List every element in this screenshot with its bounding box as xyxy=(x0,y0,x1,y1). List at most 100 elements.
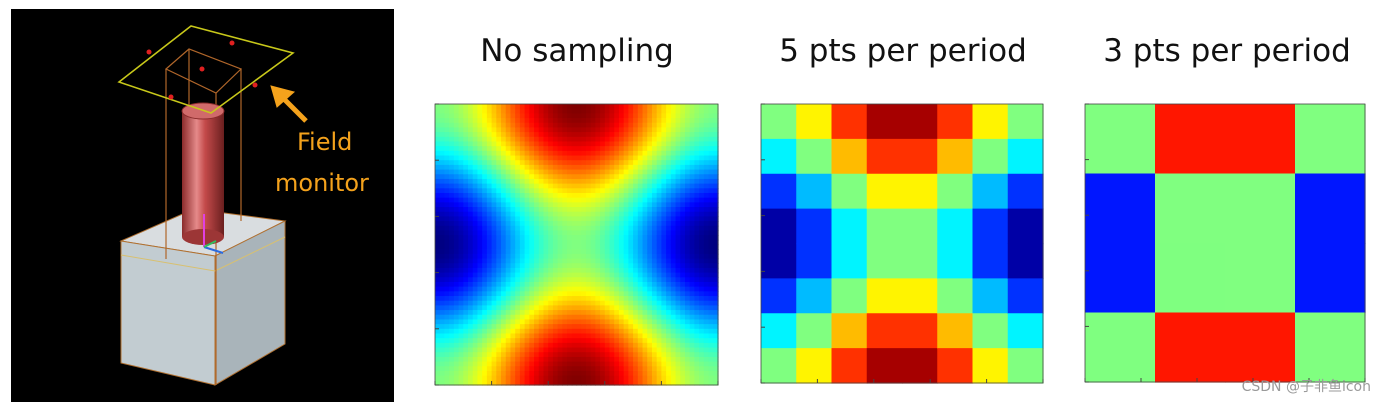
heatmap-cell xyxy=(519,300,526,306)
heatmap-cell xyxy=(604,319,611,325)
heatmap-cell xyxy=(684,235,691,241)
heatmap-cell xyxy=(585,211,592,217)
heatmap-cell xyxy=(571,146,578,152)
heatmap-cell xyxy=(458,178,464,185)
heatmap-cell xyxy=(439,370,446,377)
heatmap-cell xyxy=(680,221,686,227)
heatmap-cell xyxy=(647,338,653,344)
heatmap-cell xyxy=(680,314,686,321)
heatmap-cell xyxy=(435,160,441,166)
heatmap-cell xyxy=(623,352,629,358)
heatmap-cell xyxy=(482,342,488,349)
heatmap-cell xyxy=(482,174,488,180)
heatmap-cell xyxy=(703,380,710,386)
heatmap-cell xyxy=(581,291,587,297)
heatmap-cell xyxy=(633,164,639,171)
heatmap-cell xyxy=(463,314,469,321)
heatmap-cell xyxy=(604,314,611,321)
heatmap-cell xyxy=(661,202,667,208)
heatmap-cell xyxy=(595,286,601,292)
heatmap-cell xyxy=(670,216,677,222)
heatmap-cell xyxy=(538,207,545,213)
heatmap-cell xyxy=(699,333,705,339)
heatmap-cell xyxy=(543,291,549,297)
heatmap-cell xyxy=(713,202,719,208)
heatmap-cell xyxy=(633,310,639,316)
heatmap-cell xyxy=(458,141,464,147)
heatmap-cell xyxy=(538,356,545,363)
heatmap-cell xyxy=(449,160,455,166)
heatmap-cell xyxy=(543,296,549,302)
heatmap-cell xyxy=(618,310,625,316)
heatmap-cell xyxy=(684,328,691,335)
heatmap-cell xyxy=(576,310,582,316)
heatmap-cell xyxy=(505,319,512,325)
heatmap-cell xyxy=(439,221,446,227)
heatmap-cell xyxy=(689,352,696,358)
heatmap-cell xyxy=(694,338,700,344)
heatmap-cell xyxy=(689,281,696,288)
heatmap-cell xyxy=(666,136,672,143)
heatmap-cell xyxy=(637,272,644,278)
heatmap-cell xyxy=(491,263,497,269)
heatmap-cell xyxy=(486,160,493,166)
heatmap-cell xyxy=(708,188,714,194)
heatmap-cell xyxy=(534,300,540,306)
heatmap-cell xyxy=(604,122,611,129)
heatmap-cell xyxy=(567,164,573,171)
heatmap-cell xyxy=(439,380,446,386)
heatmap-cell xyxy=(703,164,710,171)
heatmap-cell xyxy=(486,286,493,292)
heatmap-cell xyxy=(501,338,507,344)
heatmap-cell xyxy=(651,263,658,269)
heatmap-cell xyxy=(458,286,464,292)
heatmap-cell xyxy=(670,132,677,138)
heatmap-cell xyxy=(661,253,667,260)
heatmap-cell xyxy=(567,146,573,152)
heatmap-cell xyxy=(661,188,667,194)
heatmap-cell xyxy=(614,169,620,175)
heatmap-cell xyxy=(496,253,502,260)
heatmap-cell xyxy=(708,211,714,217)
heatmap-cell xyxy=(524,155,530,161)
heatmap-cell xyxy=(439,132,446,138)
heatmap-cell xyxy=(486,122,493,129)
heatmap-cell xyxy=(684,305,691,311)
heatmap-cell xyxy=(689,118,696,124)
heatmap-cell xyxy=(519,324,526,330)
heatmap-cell xyxy=(444,380,450,386)
heatmap-cell xyxy=(472,160,479,166)
heatmap-cell xyxy=(510,207,516,213)
heatmap-cell xyxy=(902,138,938,175)
heatmap-cell xyxy=(510,253,516,260)
heatmap-cell xyxy=(538,258,545,264)
heatmap-cell xyxy=(703,342,710,349)
heatmap-cell xyxy=(902,278,938,314)
heatmap-cell xyxy=(477,342,483,349)
heatmap-cell xyxy=(689,221,696,227)
heatmap-cell xyxy=(543,263,549,269)
heatmap-cell xyxy=(670,146,677,152)
heatmap-cell xyxy=(581,380,587,386)
heatmap-cell xyxy=(505,122,512,129)
heatmap-cell xyxy=(623,132,629,138)
heatmap-cell xyxy=(510,286,516,292)
heatmap-cell xyxy=(543,370,549,377)
heatmap-cell xyxy=(534,155,540,161)
heatmap-cell xyxy=(458,164,464,171)
heatmap-cell xyxy=(510,244,516,250)
heatmap-cell xyxy=(562,225,568,232)
heatmap-cell xyxy=(670,366,677,372)
heatmap-cell xyxy=(515,202,521,208)
heatmap-cell xyxy=(694,225,700,232)
heatmap-cell xyxy=(656,244,662,250)
heatmap-cell xyxy=(604,183,611,189)
heatmap-cell xyxy=(515,192,521,199)
heatmap-cell xyxy=(694,258,700,264)
heatmap-cell xyxy=(543,249,549,255)
heatmap-cell xyxy=(666,197,672,203)
heatmap-cell xyxy=(439,352,446,358)
heatmap-cell xyxy=(435,122,441,129)
heatmap-cell xyxy=(571,314,578,321)
heatmap-cell xyxy=(703,221,710,227)
